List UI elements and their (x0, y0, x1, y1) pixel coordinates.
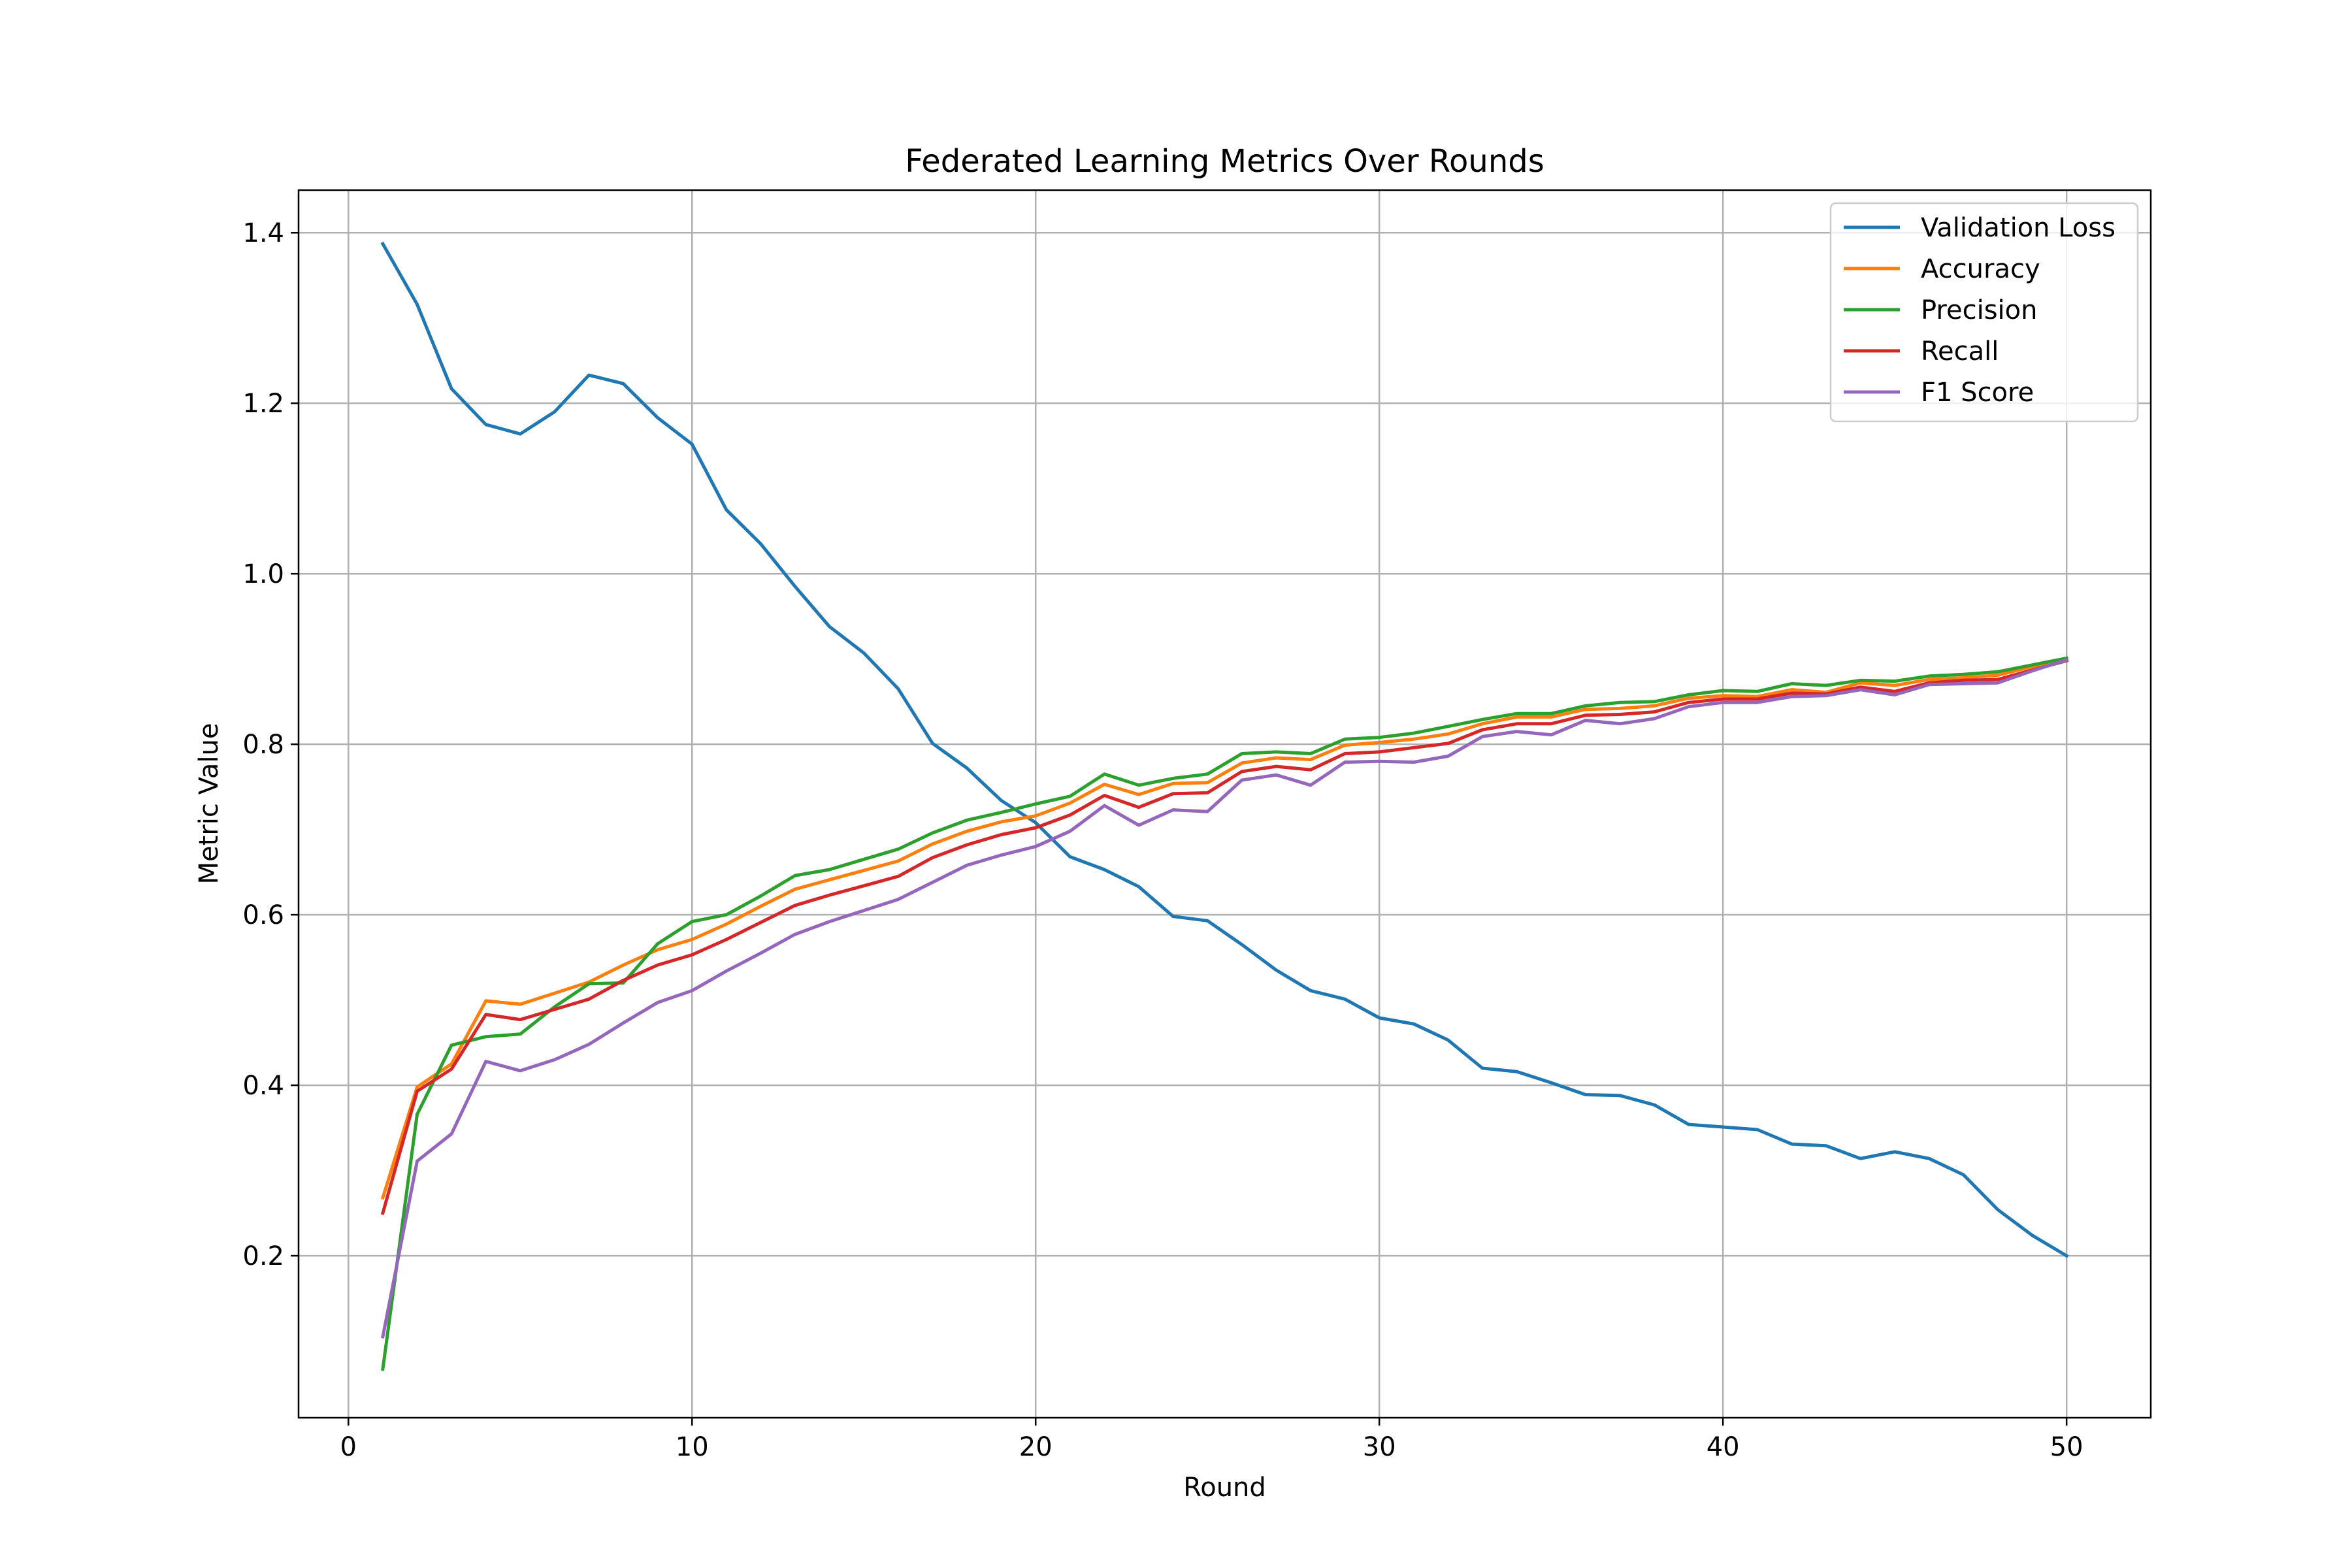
legend: Validation Loss Accuracy Precision Recall F1… (1829, 202, 2139, 423)
series-line-f1-score (380, 657, 2069, 1339)
series-line-accuracy (380, 657, 2069, 1200)
legend-label-precision: Precision (1921, 295, 2037, 325)
x-tick-label: 40 (1707, 1432, 1740, 1462)
series-line-precision (381, 656, 2069, 1371)
x-tick-label: 0 (340, 1432, 357, 1462)
x-tick-label: 10 (676, 1432, 709, 1462)
legend-label-recall: Recall (1921, 336, 1999, 367)
x-axis-title: Round (1183, 1473, 1266, 1503)
x-tick-label: 30 (1363, 1432, 1396, 1462)
series-line-recall (380, 659, 2069, 1215)
x-tick-label: 20 (1019, 1432, 1053, 1462)
legend-label-accuracy: Accuracy (1921, 254, 2040, 284)
legend-frame (1829, 202, 2139, 423)
series-lines (380, 241, 2069, 1371)
chart-title: Federated Learning Metrics Over Rounds (905, 143, 1544, 180)
legend-label-f1-score: F1 Score (1921, 378, 2034, 408)
axis-ticks: 0 10 20 30 40 50 0.2 0.4 0.6 0.8 1.0 1.2 1.4 (242, 218, 2083, 1462)
legend-label-validation-loss: Validation Loss (1921, 213, 2115, 243)
plot-frame (297, 189, 2152, 1419)
y-tick-label: 0.4 (242, 1071, 284, 1101)
y-tick-label: 0.8 (242, 730, 284, 760)
series-line-validation-loss (380, 241, 2069, 1258)
y-tick-label: 1.2 (242, 389, 284, 419)
y-tick-label: 0.2 (242, 1241, 284, 1271)
x-tick-label: 50 (2050, 1432, 2083, 1462)
y-axis-title: Metric Value (194, 723, 224, 885)
y-tick-label: 1.4 (242, 218, 284, 248)
y-tick-label: 0.6 (242, 900, 284, 930)
y-tick-label: 1.0 (242, 559, 284, 589)
